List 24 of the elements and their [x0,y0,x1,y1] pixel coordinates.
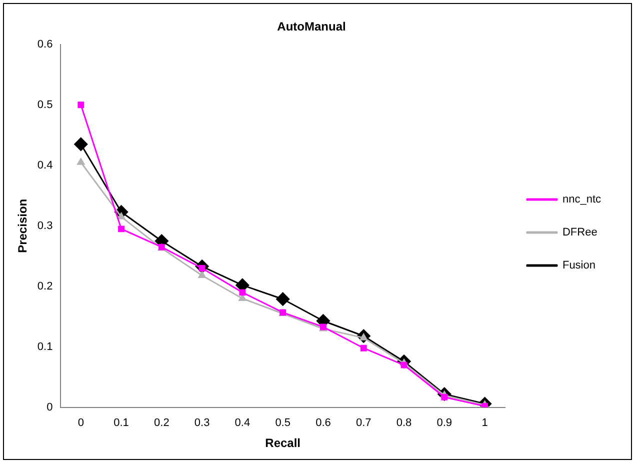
y-tick-label: 0 [46,401,53,414]
y-tick-label: 0.2 [37,280,53,292]
x-tick-label: 0.4 [234,417,250,430]
x-tick-label: 1 [482,417,488,430]
x-axis-title: Recall [265,436,301,450]
x-tick-label: 0.2 [154,417,170,430]
x-tick-label: 0.6 [316,417,331,430]
y-axis-title: Precision [16,198,30,253]
x-tick-label: 0 [78,417,84,430]
legend-label: Fusion [562,260,596,272]
legend-label: DFRee [562,226,598,239]
y-tick-label: 0.5 [37,98,53,111]
x-tick-label: 0.8 [396,417,412,430]
y-tick-label: 0.6 [37,38,53,50]
x-tick-label: 0.1 [114,417,129,430]
x-tick-label: 0.3 [194,417,210,430]
legend-label: nnc_ntc [562,194,602,206]
y-tick-label: 0.1 [37,340,53,353]
chart-title: AutoManual [277,20,346,34]
x-tick-label: 0.5 [275,417,290,430]
y-tick-label: 0.4 [37,159,53,172]
x-tick-label: 0.9 [436,417,452,430]
y-tick-label: 0.3 [37,220,53,232]
x-tick-label: 0.7 [356,417,372,430]
